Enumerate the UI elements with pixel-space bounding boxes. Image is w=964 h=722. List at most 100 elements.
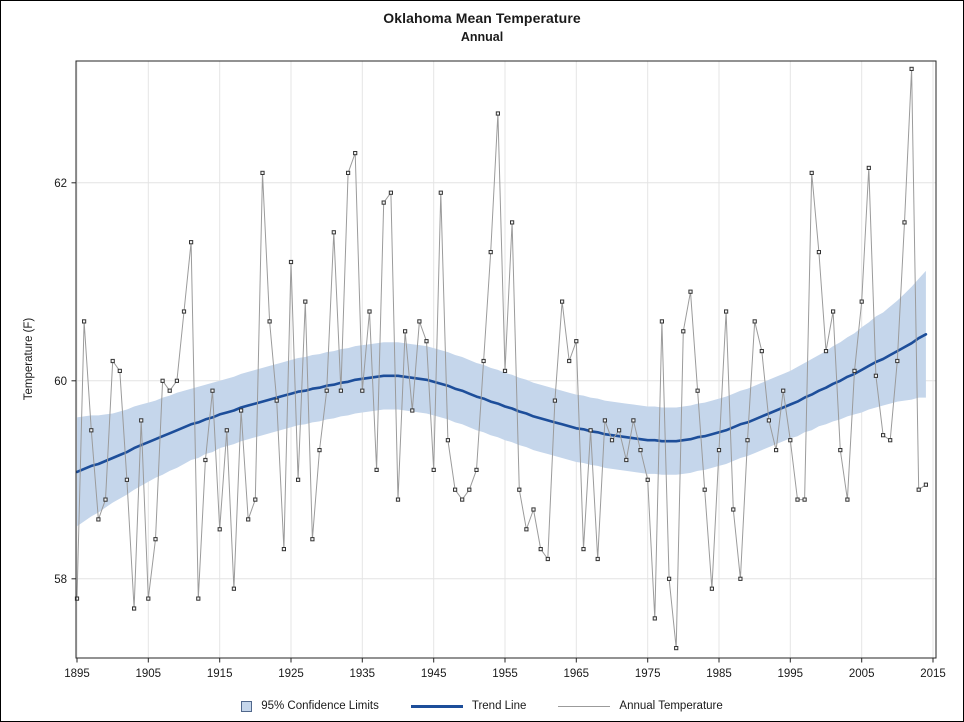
data-point-marker xyxy=(738,576,743,581)
chart-title: Oklahoma Mean Temperature xyxy=(383,10,581,26)
data-point-marker xyxy=(881,433,886,438)
trend-line-swatch-icon xyxy=(410,704,463,708)
data-point-marker xyxy=(581,547,586,552)
data-point-marker xyxy=(181,309,187,314)
data-point-marker xyxy=(774,448,779,453)
x-tick-label: 1905 xyxy=(136,668,162,680)
data-point-marker xyxy=(360,388,365,393)
data-point-marker xyxy=(560,299,565,304)
data-point-marker xyxy=(838,448,843,453)
confidence-band-swatch-icon xyxy=(241,700,253,712)
data-point-marker xyxy=(524,527,529,532)
data-point-marker xyxy=(866,165,871,171)
data-point-marker xyxy=(403,329,408,334)
data-point-marker xyxy=(674,646,679,651)
data-point-marker xyxy=(545,556,550,562)
data-point-marker xyxy=(724,309,729,314)
data-point-marker xyxy=(239,408,244,413)
data-point-marker xyxy=(217,527,222,532)
data-point-marker xyxy=(702,487,707,492)
confidence-band xyxy=(77,270,926,527)
data-point-marker xyxy=(467,487,472,492)
data-point-marker xyxy=(124,477,130,482)
data-point-marker xyxy=(873,373,878,378)
data-point-marker xyxy=(923,482,928,487)
data-point-marker xyxy=(859,299,864,304)
data-point-marker xyxy=(267,319,272,324)
data-point-marker xyxy=(845,497,850,502)
data-point-marker xyxy=(709,586,714,591)
x-tick-label: 1945 xyxy=(421,668,447,680)
data-point-marker xyxy=(338,388,343,393)
data-point-marker xyxy=(374,467,379,472)
legend-item-confidence: 95% Confidence Limits xyxy=(241,700,379,712)
x-tick-label: 2015 xyxy=(920,668,946,680)
data-point-marker xyxy=(895,358,900,364)
data-point-marker xyxy=(567,358,572,364)
data-point-marker xyxy=(517,487,522,492)
annual-line xyxy=(76,68,927,649)
data-point-marker xyxy=(809,170,814,176)
data-point-marker xyxy=(659,319,664,324)
data-point-marker xyxy=(410,408,415,413)
y-tick-label: 60 xyxy=(54,376,67,388)
data-point-marker xyxy=(96,517,101,522)
data-point-marker xyxy=(638,448,643,453)
data-point-marker xyxy=(795,497,800,502)
legend-item-annual: Annual Temperature xyxy=(558,700,723,712)
annual-line-swatch-icon xyxy=(558,705,611,707)
data-point-marker xyxy=(645,477,650,482)
data-point-marker xyxy=(681,329,686,334)
data-point-marker xyxy=(82,319,87,324)
data-point-marker xyxy=(802,497,807,502)
data-point-marker xyxy=(759,349,764,354)
data-point-marker xyxy=(110,358,115,364)
data-point-marker xyxy=(902,220,907,225)
data-point-marker xyxy=(788,438,793,443)
data-point-marker xyxy=(196,596,201,601)
x-tick-label: 1915 xyxy=(207,668,233,680)
data-point-marker xyxy=(781,388,786,393)
data-point-marker xyxy=(303,299,308,304)
x-tick-label: 1995 xyxy=(778,668,804,680)
data-point-marker xyxy=(74,596,80,601)
legend-label-confidence: 95% Confidence Limits xyxy=(261,700,379,712)
data-point-marker xyxy=(324,388,329,393)
data-point-marker xyxy=(296,477,301,482)
data-point-marker xyxy=(602,418,607,423)
x-tick-label: 1935 xyxy=(350,668,376,680)
y-tick-label: 58 xyxy=(54,574,67,586)
x-tick-label: 2005 xyxy=(849,668,875,680)
data-point-marker xyxy=(395,497,401,502)
data-point-marker xyxy=(695,388,700,393)
legend-label-annual: Annual Temperature xyxy=(619,700,723,712)
data-point-marker xyxy=(731,507,736,512)
data-point-marker xyxy=(752,319,757,324)
data-point-marker xyxy=(852,368,857,373)
data-point-marker xyxy=(609,438,615,443)
x-tick-label: 1975 xyxy=(635,668,661,680)
data-point-marker xyxy=(103,497,108,502)
data-point-marker xyxy=(438,190,443,195)
data-point-marker xyxy=(574,339,579,344)
data-point-marker xyxy=(253,497,258,502)
data-point-marker xyxy=(460,497,465,502)
data-point-marker xyxy=(624,457,629,463)
x-tick-label: 1985 xyxy=(706,668,732,680)
data-point-marker xyxy=(888,438,893,443)
data-point-marker xyxy=(224,428,229,433)
data-point-marker xyxy=(139,418,144,423)
data-point-marker xyxy=(481,358,486,364)
data-point-marker xyxy=(174,378,180,383)
data-point-marker xyxy=(346,170,351,176)
data-point-marker xyxy=(246,517,251,522)
data-point-marker xyxy=(531,507,536,512)
data-point-marker xyxy=(617,428,622,433)
data-point-marker xyxy=(153,537,158,542)
data-point-marker xyxy=(916,487,921,492)
data-point-marker xyxy=(260,170,265,176)
data-point-marker xyxy=(417,319,422,324)
data-point-marker xyxy=(89,428,94,433)
data-point-marker xyxy=(388,190,393,195)
data-point-marker xyxy=(823,349,829,354)
